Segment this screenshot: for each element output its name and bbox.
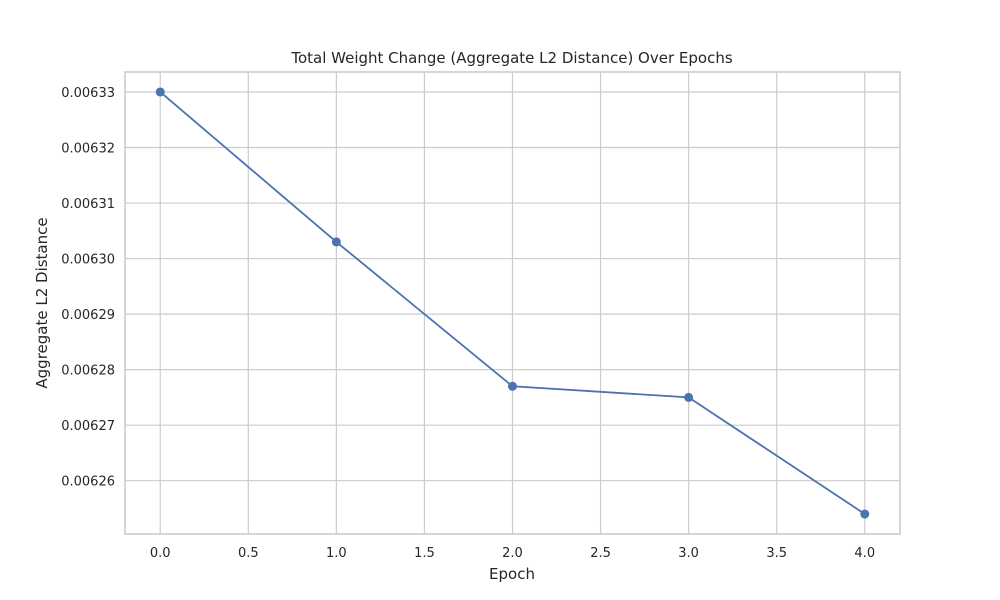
x-tick-label: 1.0: [326, 546, 347, 561]
series-group: [155, 87, 870, 519]
y-tick-label: 0.00626: [61, 475, 115, 490]
x-tick-label: 0.0: [150, 546, 171, 561]
x-tick-label: 3.0: [678, 546, 699, 561]
x-tick-label: 3.5: [766, 546, 787, 561]
x-tick-label: 2.5: [590, 546, 611, 561]
data-point: [155, 87, 165, 97]
y-tick-label: 0.00633: [61, 86, 115, 101]
y-tick-label: 0.00630: [61, 253, 115, 268]
y-tick-label: 0.00632: [61, 142, 115, 157]
y-tick-label: 0.00628: [61, 364, 115, 379]
y-axis-label: Aggregate L2 Distance: [33, 217, 51, 388]
plot-frame: [124, 71, 901, 535]
data-point: [331, 237, 341, 247]
x-tick-label: 1.5: [414, 546, 435, 561]
x-axis-label: Epoch: [489, 565, 535, 583]
x-tick-label: 0.5: [238, 546, 259, 561]
data-point: [508, 381, 517, 391]
y-tick-label: 0.00627: [61, 419, 115, 434]
x-tick-label: 4.0: [854, 546, 875, 561]
x-tick-label: 2.0: [502, 546, 523, 561]
tick-labels: 0.0 0.5 1.0 1.5 2.0 2.5 3.0 3.5 4.0 0.00626 0.0062…: [61, 86, 875, 561]
y-tick-label: 0.00629: [61, 308, 115, 323]
grid: [125, 72, 900, 534]
chart-title: Total Weight Change (Aggregate L2 Distan…: [290, 49, 732, 67]
data-point: [684, 392, 694, 402]
data-point: [860, 509, 870, 519]
y-tick-label: 0.00631: [61, 197, 115, 212]
